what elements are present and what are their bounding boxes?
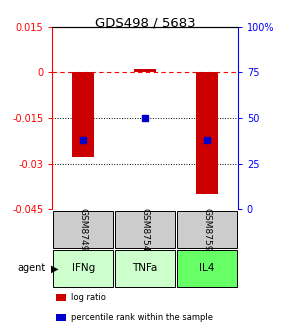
Bar [56, 294, 66, 301]
FancyBboxPatch shape [53, 211, 113, 248]
Text: percentile rank within the sample: percentile rank within the sample [71, 313, 213, 322]
Bar [72, 73, 94, 158]
Text: IFNg: IFNg [72, 263, 95, 274]
Text: GSM8754: GSM8754 [140, 208, 150, 252]
FancyBboxPatch shape [177, 211, 237, 248]
Text: GSM8749: GSM8749 [79, 208, 88, 252]
Text: IL4: IL4 [199, 263, 215, 274]
FancyBboxPatch shape [177, 250, 237, 287]
FancyBboxPatch shape [115, 211, 175, 248]
FancyBboxPatch shape [53, 250, 113, 287]
Text: agent: agent [18, 263, 46, 274]
Text: TNFa: TNFa [132, 263, 158, 274]
Text: GDS498 / 5683: GDS498 / 5683 [95, 17, 195, 30]
Text: log ratio: log ratio [71, 293, 106, 302]
Text: ▶: ▶ [51, 263, 59, 274]
FancyBboxPatch shape [115, 250, 175, 287]
Bar [196, 73, 218, 194]
Bar [56, 314, 66, 321]
Bar [134, 70, 156, 73]
Text: GSM8759: GSM8759 [202, 208, 211, 252]
